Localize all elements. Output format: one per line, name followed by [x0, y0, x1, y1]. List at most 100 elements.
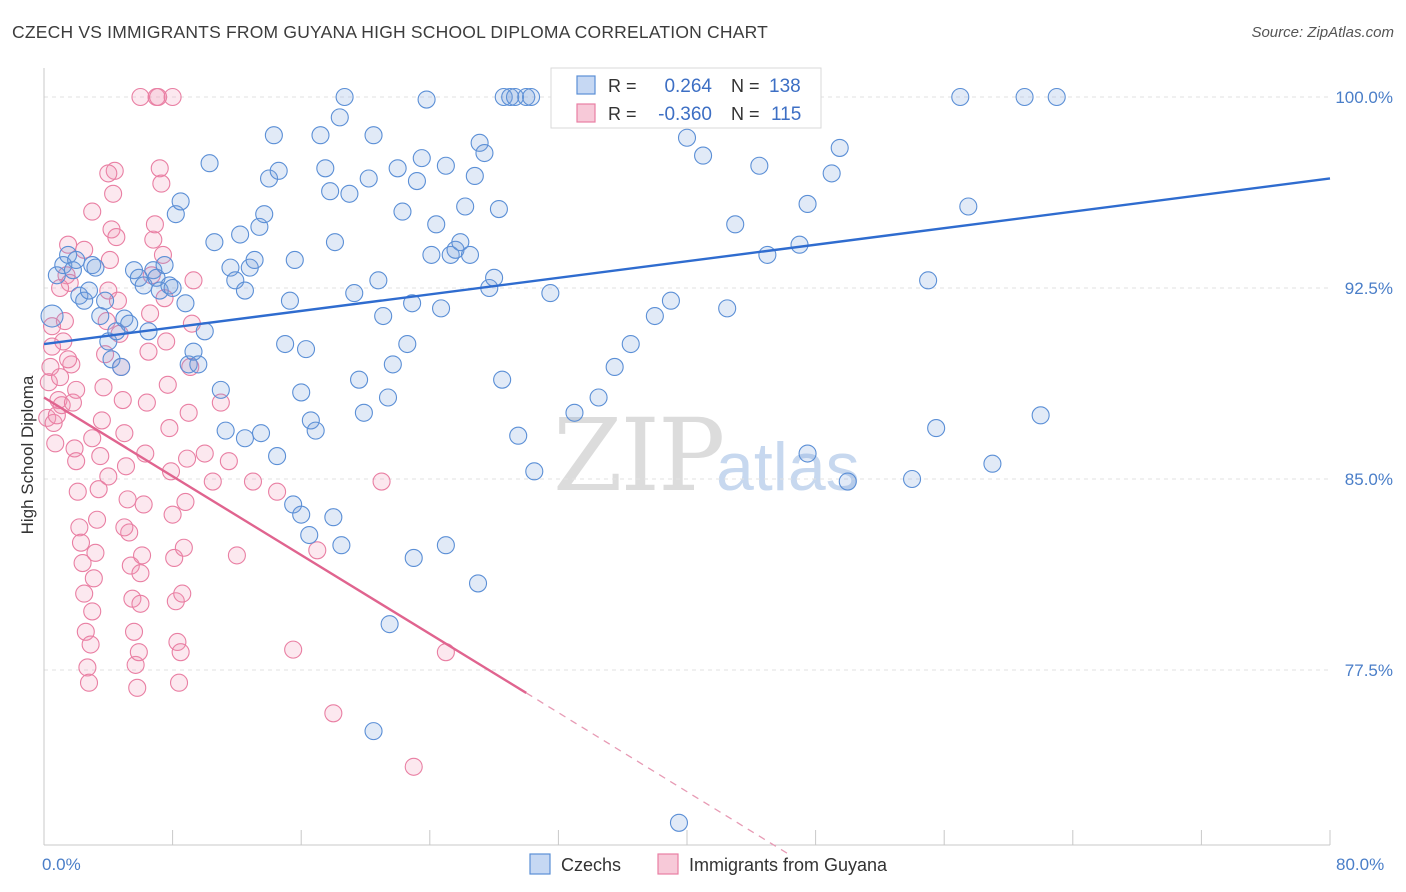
- czechs-point-67: [354, 403, 373, 422]
- guyana-point-59: [133, 546, 152, 565]
- czechs-point-8: [79, 281, 99, 300]
- czechs-point-148: [332, 536, 351, 555]
- guyana-point-13: [59, 235, 78, 254]
- czechs-point-76: [398, 334, 417, 354]
- guyana-point-32: [89, 480, 108, 499]
- czechs-point-114: [790, 235, 809, 254]
- czechs-point-77: [403, 294, 422, 313]
- guyana-point-54: [124, 622, 144, 641]
- czechs-point-63: [335, 87, 354, 107]
- series-legend: Czechs Immigrants from Guyana: [529, 853, 888, 875]
- y-tick-label-1: 85.0%: [1345, 470, 1393, 489]
- czechs-point-66: [350, 370, 369, 389]
- legend-n-label-czechs: N =: [731, 76, 760, 96]
- czechs-point-128: [525, 462, 544, 481]
- guyana-point-117: [131, 564, 150, 583]
- czechs-point-85: [441, 245, 460, 264]
- guyana-point-51: [120, 523, 139, 542]
- czechs-point-34: [189, 355, 208, 374]
- czechs-point-123: [621, 334, 640, 354]
- guyana-point-86: [176, 492, 195, 511]
- czechs-point-91: [470, 133, 489, 152]
- guyana-point-43: [107, 228, 126, 247]
- czechs-point-107: [1015, 87, 1034, 107]
- guyana-point-74: [157, 332, 176, 351]
- czechs-point-17: [115, 309, 134, 328]
- czechs-point-11: [91, 306, 110, 326]
- series-czechs-points: [40, 87, 1066, 832]
- czechs-point-65: [345, 284, 364, 303]
- czechs-point-97: [501, 87, 520, 107]
- guyana-point-35: [94, 378, 113, 397]
- guyana-point-41: [104, 184, 123, 203]
- legend-r-label-czechs: R =: [608, 76, 637, 96]
- czechs-point-36: [200, 154, 219, 173]
- guyana-point-69: [149, 87, 168, 107]
- legend-box: [550, 67, 822, 129]
- guyana-point-76: [160, 419, 179, 438]
- czechs-point-54: [292, 383, 311, 402]
- czechs-point-112: [822, 164, 841, 183]
- guyana-trend-line: [43, 396, 527, 694]
- czechs-point-59: [316, 159, 335, 178]
- watermark-atlas: atlas: [716, 429, 860, 505]
- guyana-point-113: [67, 380, 86, 399]
- czechs-point-134: [380, 615, 399, 634]
- czechs-point-124: [605, 357, 624, 376]
- guyana-point-92: [195, 444, 214, 463]
- guyana-point-66: [144, 230, 163, 249]
- czechs-point-61: [325, 233, 345, 252]
- x-tick-label-max: 80.0%: [1336, 855, 1384, 874]
- legend-n-label-guyana: N =: [731, 104, 760, 124]
- guyana-point-50: [118, 490, 137, 509]
- czechs-point-118: [718, 299, 737, 318]
- czechs-point-42: [231, 225, 250, 244]
- guyana-point-105: [163, 87, 182, 107]
- bottom-legend-label-czechs: Czechs: [561, 855, 621, 875]
- guyana-point-57: [129, 643, 148, 662]
- czechs-point-145: [902, 469, 922, 489]
- guyana-point-60: [134, 495, 153, 514]
- czechs-point-83: [432, 299, 451, 318]
- czechs-point-1: [47, 266, 66, 285]
- guyana-point-83: [171, 643, 190, 662]
- czechs-point-53: [285, 250, 304, 270]
- guyana-point-78: [163, 505, 182, 524]
- czechs-point-119: [694, 146, 713, 165]
- bottom-legend-swatch-guyana: [657, 853, 679, 875]
- czechs-point-141: [235, 429, 254, 448]
- czechs-point-130: [493, 370, 512, 389]
- guyana-trend-extension: [525, 692, 792, 857]
- guyana-point-84: [173, 584, 192, 603]
- guyana-point-99: [284, 640, 303, 659]
- guyana-point-39: [100, 250, 119, 270]
- guyana-point-115: [99, 467, 118, 486]
- czechs-point-116: [750, 156, 769, 175]
- czechs-point-75: [393, 202, 412, 221]
- guyana-point-96: [227, 546, 246, 565]
- czechs-point-43: [235, 281, 254, 300]
- guyana-point-108: [83, 202, 102, 221]
- czechs-point-62: [330, 108, 349, 127]
- guyana-point-97: [243, 472, 263, 491]
- guyana-point-87: [178, 449, 197, 468]
- guyana-point-102: [372, 472, 391, 491]
- trend-lines: [43, 177, 1331, 857]
- guyana-point-20: [70, 518, 89, 537]
- series-guyana-points: [38, 87, 455, 776]
- legend-n-value-guyana: 115: [771, 104, 801, 125]
- grid-lines: [44, 96, 1330, 671]
- legend-n-value-czechs: 138: [769, 76, 801, 97]
- guyana-point-116: [115, 518, 134, 537]
- czechs-point-71: [374, 306, 393, 326]
- czechs-point-125: [589, 388, 608, 407]
- guyana-point-23: [75, 584, 94, 603]
- czechs-point-37: [205, 233, 224, 252]
- guyana-point-44: [108, 291, 127, 310]
- legend-swatch-guyana: [576, 103, 596, 123]
- czechs-point-143: [798, 444, 817, 463]
- guyana-point-67: [145, 215, 164, 234]
- czechs-point-28: [163, 278, 182, 298]
- guyana-point-48: [115, 424, 134, 443]
- czechs-point-89: [460, 245, 480, 264]
